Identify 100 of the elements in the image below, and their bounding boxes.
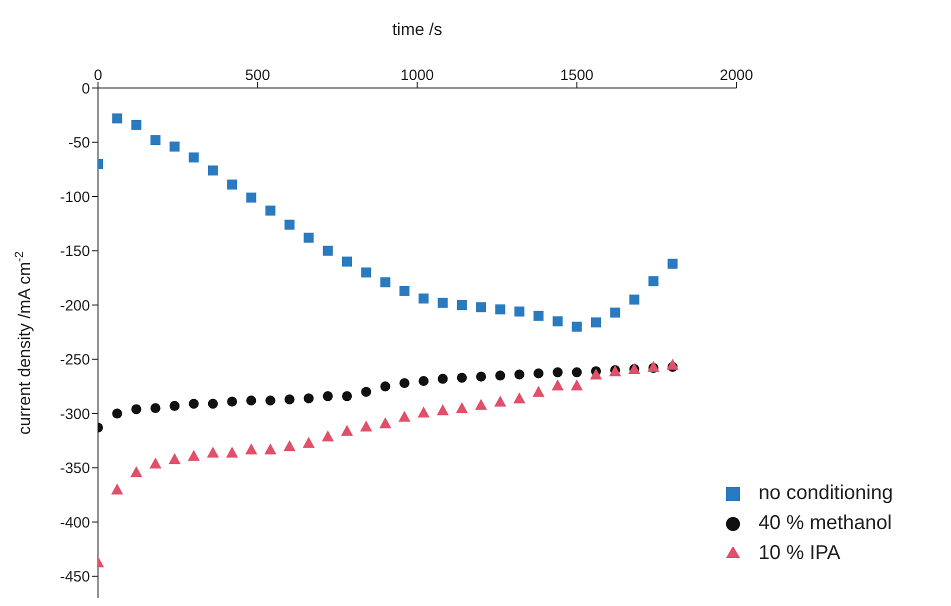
point — [361, 386, 372, 397]
point — [552, 379, 564, 390]
point — [380, 381, 390, 392]
point — [398, 410, 410, 422]
y-tick-label: -400 — [60, 514, 90, 532]
legend-label: 40 % methanol — [758, 512, 892, 534]
point — [342, 391, 352, 402]
point — [340, 424, 353, 436]
point — [112, 408, 122, 419]
y-tick-label: -350 — [60, 460, 90, 478]
point — [436, 404, 449, 416]
y-tick-label: -200 — [60, 297, 90, 314]
legend-label: no conditioning — [758, 482, 893, 504]
point — [170, 142, 180, 152]
point — [629, 294, 640, 305]
point — [150, 135, 160, 146]
point — [610, 308, 620, 318]
point — [131, 404, 142, 414]
point — [418, 294, 429, 304]
point — [170, 400, 180, 411]
point — [284, 440, 296, 452]
point — [380, 277, 390, 288]
point — [456, 300, 467, 310]
point — [112, 113, 122, 124]
x-tick-label: 500 — [245, 67, 270, 84]
point — [475, 398, 488, 410]
y-tick-label: -250 — [60, 352, 90, 369]
point — [188, 152, 199, 162]
point — [438, 374, 448, 384]
point — [534, 310, 544, 321]
point — [304, 393, 314, 404]
point — [188, 450, 200, 461]
point — [572, 322, 582, 332]
point — [227, 396, 238, 407]
point — [666, 358, 679, 370]
point — [149, 457, 162, 468]
x-tick-label: 1500 — [560, 67, 594, 84]
point — [360, 420, 372, 432]
point — [188, 398, 199, 409]
point — [322, 246, 333, 256]
point — [438, 298, 448, 308]
y-tick-label: -150 — [60, 243, 90, 260]
point — [399, 378, 410, 388]
point — [168, 453, 181, 464]
legend-label: 10 % IPA — [758, 542, 840, 564]
point — [648, 276, 658, 286]
point — [552, 367, 563, 378]
y-tick-label: -300 — [60, 406, 90, 423]
point — [284, 394, 295, 404]
point — [246, 192, 256, 203]
point — [206, 446, 219, 458]
y-tick-label: -50 — [68, 134, 90, 152]
point — [532, 386, 545, 397]
point — [552, 316, 563, 326]
point — [456, 402, 468, 414]
x-axis-title: time /s — [392, 20, 442, 40]
point — [456, 372, 467, 383]
point — [227, 180, 238, 190]
point — [322, 391, 333, 402]
point — [418, 376, 429, 386]
point — [361, 267, 372, 278]
point — [418, 406, 430, 418]
point — [572, 367, 582, 378]
point — [590, 368, 602, 380]
point — [495, 370, 506, 381]
point — [495, 304, 506, 314]
point — [111, 483, 124, 494]
point — [226, 446, 238, 458]
x-tick-label: 2000 — [720, 67, 754, 84]
point — [668, 258, 678, 269]
point — [399, 286, 410, 296]
point — [534, 368, 544, 378]
y-tick-label: 0 — [82, 80, 90, 98]
point — [570, 379, 583, 390]
point — [150, 403, 160, 414]
point — [208, 398, 218, 409]
point — [246, 396, 256, 406]
point — [302, 436, 315, 448]
point — [513, 392, 526, 404]
y-tick-label: -100 — [60, 188, 90, 206]
point — [208, 165, 218, 176]
point — [476, 302, 486, 312]
point — [264, 443, 276, 454]
point — [130, 466, 142, 478]
point — [284, 220, 295, 230]
y-tick-label: -450 — [60, 568, 90, 586]
point — [342, 256, 352, 267]
point — [590, 317, 601, 328]
point — [476, 372, 486, 382]
point — [379, 417, 392, 428]
point — [322, 430, 334, 442]
x-tick-label: 1000 — [400, 67, 434, 84]
point — [304, 232, 314, 243]
x-tick-label: 0 — [94, 67, 102, 84]
point — [514, 306, 524, 317]
point — [494, 396, 506, 407]
point — [131, 120, 142, 130]
point — [265, 206, 276, 216]
point — [514, 369, 524, 380]
point — [265, 396, 276, 406]
